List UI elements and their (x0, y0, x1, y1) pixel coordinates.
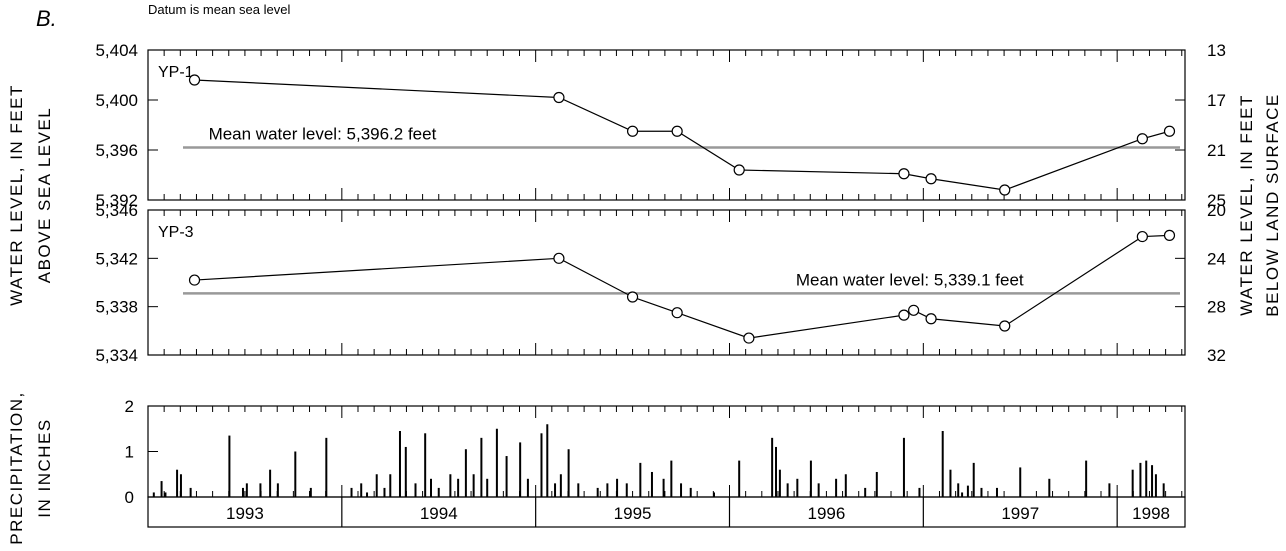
y2-tick-label: 32 (1207, 346, 1226, 365)
year-label: 1993 (226, 504, 264, 523)
y-tick-label: 5,334 (95, 346, 138, 365)
water-level-point (925, 313, 937, 325)
year-label: 1998 (1132, 504, 1170, 523)
water-level-point (188, 274, 201, 286)
water-level-point (671, 307, 683, 319)
water-level-point (1163, 229, 1176, 241)
left-axis-title-upper-2: ABOVE SEA LEVEL (35, 107, 54, 284)
yp1-hydrograph-panel: 5,392 5,396 5,400 5,404 13 17 21 25 Mean water l… (95, 41, 1225, 210)
mean-water-level-label: Mean water level: 5,339.1 feet (796, 270, 1024, 289)
right-axis-title-line1: WATER LEVEL, IN FEET (1237, 94, 1256, 316)
y2-tick-label: 21 (1207, 141, 1226, 160)
water-level-point (626, 291, 639, 303)
y-tick-label: 5,342 (95, 249, 138, 268)
water-level-point (908, 304, 920, 316)
y2-tick-label: 13 (1207, 41, 1226, 60)
water-level-point (999, 320, 1011, 332)
water-level-point (671, 125, 683, 137)
water-level-point (1136, 133, 1148, 145)
y2-tick-label: 17 (1207, 91, 1226, 110)
plot-frame (147, 49, 1186, 201)
y-tick-label: 0 (125, 488, 134, 507)
left-axis-title-lower: PRECIPITATION, (7, 391, 26, 545)
y-tick-label: 5,396 (95, 141, 138, 160)
panel-letter: B. (36, 6, 57, 31)
yp3-hydrograph-panel: 5,334 5,338 5,342 5,346 20 24 28 32 Mean water l… (95, 201, 1225, 365)
left-axis-title-lower-2: IN INCHES (35, 418, 54, 517)
water-level-point (898, 309, 910, 321)
water-level-point (553, 91, 565, 104)
y2-tick-label: 20 (1207, 201, 1226, 220)
water-level-point (743, 332, 755, 344)
water-level-point (1136, 230, 1148, 243)
water-level-point (925, 173, 937, 185)
year-label: 1997 (1001, 504, 1039, 523)
year-label: 1996 (807, 504, 845, 523)
y-tick-label: 5,400 (95, 91, 138, 110)
year-label: 1995 (614, 504, 652, 523)
y-tick-label: 5,346 (95, 201, 138, 220)
well-label: YP-1 (158, 64, 194, 81)
y-tick-label: 5,392 (95, 191, 138, 210)
water-level-point (553, 252, 565, 264)
y-tick-label: 2 (125, 397, 134, 416)
water-level-point (188, 74, 201, 86)
y-tick-label: 5,338 (95, 298, 138, 317)
y-tick-label: 1 (125, 443, 134, 462)
water-level-point (1163, 125, 1176, 137)
water-level-point (733, 164, 745, 176)
datum-note: Datum is mean sea level (148, 2, 290, 17)
y2-tick-label: 25 (1207, 191, 1226, 210)
y2-tick-label: 28 (1207, 298, 1226, 317)
water-level-point (999, 184, 1011, 196)
y2-tick-label: 24 (1207, 249, 1226, 268)
water-level-point (898, 168, 910, 180)
well-label: YP-3 (158, 224, 194, 241)
y-tick-label: 5,404 (95, 41, 138, 60)
year-band (147, 496, 1186, 528)
water-level-point (626, 125, 639, 137)
plot-frame (147, 209, 1186, 356)
plot-frame (147, 405, 1186, 498)
year-label: 1994 (420, 504, 458, 523)
water-level-series-line (194, 79, 1170, 191)
right-axis-title-line2: BELOW LAND SURFACE (1263, 93, 1282, 317)
left-axis-title-upper: WATER LEVEL, IN FEET (7, 84, 26, 306)
precipitation-panel: 0 1 2 1993 1994 1995 1996 1997 1998 (125, 397, 1186, 528)
mean-water-level-label: Mean water level: 5,396.2 feet (209, 125, 437, 144)
